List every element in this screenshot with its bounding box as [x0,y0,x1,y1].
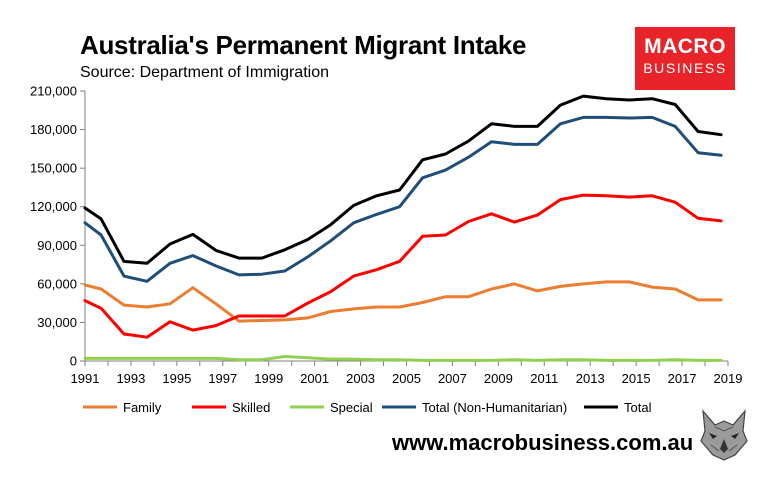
x-tick-label: 2015 [622,371,651,386]
chart-source: Source: Department of Immigration [80,64,329,81]
logo-line1: MACRO [644,35,726,58]
legend-label-total: Total [624,400,652,415]
legend-label-total-non-humanitarian: Total (Non-Humanitarian) [422,400,567,415]
x-tick-label: 1997 [208,371,237,386]
x-tick-label: 2001 [300,371,329,386]
series-line-family [83,280,723,323]
legend-label-special: Special [330,400,373,415]
y-tick-label: 0 [70,354,77,369]
plot-area [85,91,728,361]
x-tick-label: 2005 [392,371,421,386]
x-axis: 1991 1993 1995 1997 1999 2001 2003 2005 2007 2009… [71,360,743,386]
macrobusiness-logo[interactable]: MACRO BUSINESS [635,27,735,90]
x-tick-label: 2007 [438,371,467,386]
legend-label-family: Family [123,400,162,415]
series-line-skilled [83,193,723,339]
series-layer [83,94,723,362]
y-tick-label: 30,000 [37,315,77,330]
y-tick-label: 60,000 [37,276,77,291]
x-tick-label: 2013 [576,371,605,386]
series-line-total-non-humanitarian [83,115,723,283]
y-tick-label: 120,000 [30,199,77,214]
website-url[interactable]: www.macrobusiness.com.au [392,430,694,455]
plot-background [85,91,728,361]
x-tick-label: 2017 [668,371,697,386]
x-tick-label: 2003 [346,371,375,386]
x-tick-label: 1993 [116,371,145,386]
x-tick-label: 1999 [254,371,283,386]
y-tick-label: 180,000 [30,122,77,137]
series-line-special [83,355,723,362]
x-tick-label: 2019 [714,371,743,386]
series-line-total [83,94,723,265]
y-tick-label: 210,000 [30,84,77,99]
y-tick-label: 90,000 [37,238,77,253]
legend: Family Skilled Special Total (Non-Humanitar… [83,400,652,415]
x-tick-label: 1995 [162,371,191,386]
chart-title: Australia's Permanent Migrant Intake [80,30,527,60]
x-tick-label: 2011 [530,371,558,386]
y-tick-label: 150,000 [30,161,77,176]
x-tick-label: 1991 [71,371,100,386]
x-tick-label: 2009 [484,371,513,386]
legend-label-skilled: Skilled [232,400,270,415]
y-axis: 0 30,000 60,000 90,000 120,000 150,000 180,000… [30,84,86,369]
logo-line2: BUSINESS [643,60,727,76]
wolf-head-icon [695,405,753,463]
